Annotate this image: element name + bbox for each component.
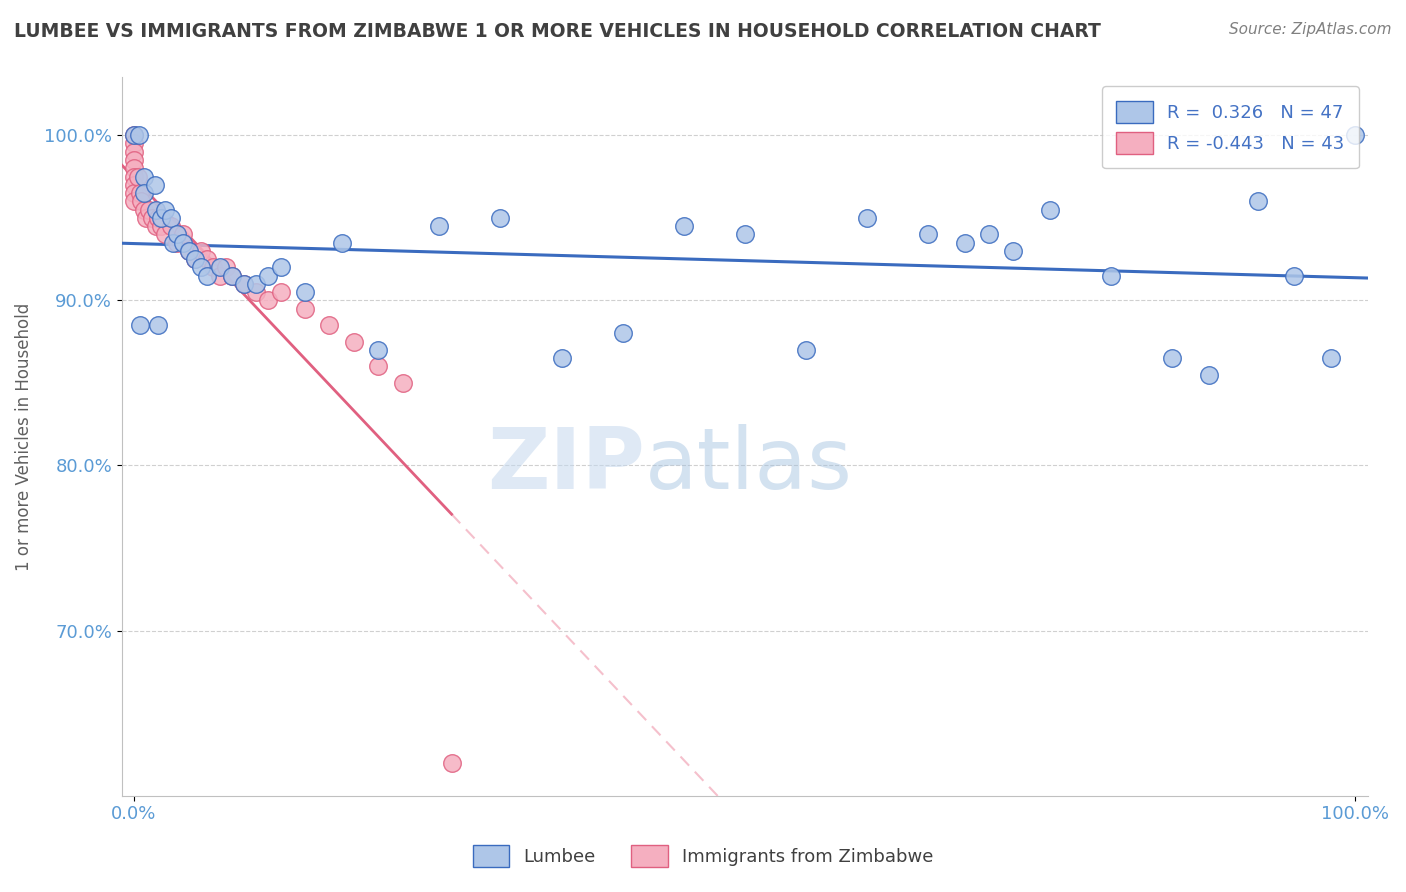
Point [1161,351,1184,366]
Point [122,186,145,200]
Point [672,219,695,233]
Point [149,219,172,233]
Point [166,227,188,242]
Point [145,219,167,233]
Point [122,169,145,184]
Point [343,334,366,349]
Point [794,343,817,357]
Point [122,128,145,143]
Point [245,277,267,291]
Text: Source: ZipAtlas.com: Source: ZipAtlas.com [1229,22,1392,37]
Point [162,235,184,250]
Point [429,219,451,233]
Point [440,756,463,770]
Point [159,219,181,233]
Point [221,268,243,283]
Point [202,260,225,275]
Point [1320,351,1343,366]
Point [153,202,176,217]
Point [330,235,353,250]
Point [132,186,155,200]
Point [208,268,231,283]
Point [391,376,413,390]
Point [612,326,634,341]
Point [856,211,879,225]
Point [367,359,389,374]
Legend: R =  0.326   N = 47, R = -0.443   N = 43: R = 0.326 N = 47, R = -0.443 N = 43 [1102,87,1358,169]
Point [1284,268,1306,283]
Text: ZIP: ZIP [488,424,645,507]
Point [245,285,267,299]
Point [257,268,280,283]
Point [177,244,200,258]
Point [129,318,152,333]
Point [153,227,176,242]
Point [270,260,292,275]
Point [190,244,212,258]
Point [122,153,145,167]
Point [208,260,231,275]
Point [1002,244,1025,258]
Point [195,268,218,283]
Text: LUMBEE VS IMMIGRANTS FROM ZIMBABWE 1 OR MORE VEHICLES IN HOUSEHOLD CORRELATION C: LUMBEE VS IMMIGRANTS FROM ZIMBABWE 1 OR … [14,22,1101,41]
Point [294,301,316,316]
Point [122,128,145,143]
Point [148,318,170,333]
Point [122,161,145,176]
Point [734,227,756,242]
Point [917,227,939,242]
Point [270,285,292,299]
Point [1099,268,1122,283]
Legend: Lumbee, Immigrants from Zimbabwe: Lumbee, Immigrants from Zimbabwe [465,838,941,874]
Point [122,178,145,192]
Point [1344,128,1367,143]
Point [257,293,280,308]
Point [159,211,181,225]
Point [977,227,1000,242]
Point [129,186,152,200]
Point [953,235,976,250]
Point [233,277,256,291]
Point [131,194,153,209]
Point [122,194,145,209]
Point [1247,194,1270,209]
Point [141,211,163,225]
Point [132,202,155,217]
Point [172,227,194,242]
Point [221,268,243,283]
Point [122,136,145,151]
Point [318,318,340,333]
Point [122,145,145,159]
Point [148,211,170,225]
Point [367,343,389,357]
Point [190,260,212,275]
Point [233,277,256,291]
Point [214,260,236,275]
Point [177,244,200,258]
Point [184,252,207,266]
Point [143,178,166,192]
Text: atlas: atlas [645,424,853,507]
Point [132,169,155,184]
Point [1039,202,1062,217]
Point [149,211,172,225]
Point [489,211,512,225]
Point [145,202,167,217]
Point [184,252,207,266]
Point [128,128,150,143]
Point [550,351,572,366]
Point [172,235,194,250]
Point [127,169,149,184]
Point [195,252,218,266]
Point [138,202,160,217]
Point [135,211,157,225]
Point [166,235,188,250]
Y-axis label: 1 or more Vehicles in Household: 1 or more Vehicles in Household [15,302,32,571]
Point [294,285,316,299]
Point [1198,368,1220,382]
